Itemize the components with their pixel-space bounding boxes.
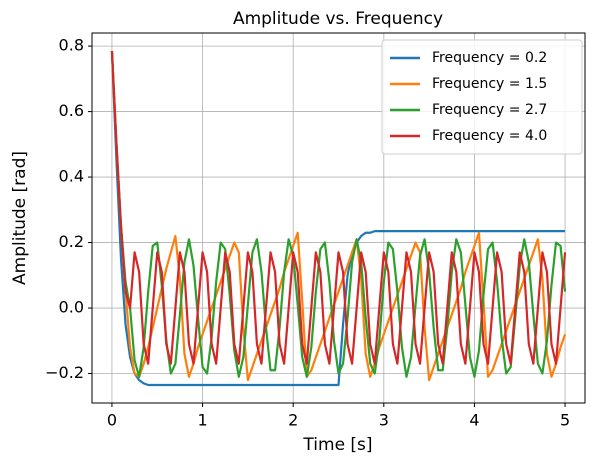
legend-label: Frequency = 1.5 bbox=[432, 76, 547, 92]
data-line bbox=[110, 50, 567, 378]
x-tick-label: 2 bbox=[288, 411, 298, 430]
data-line bbox=[110, 50, 567, 382]
y-axis-label: Amplitude [rad] bbox=[10, 151, 30, 285]
legend-box bbox=[381, 39, 583, 155]
x-axis-label: Time [s] bbox=[302, 435, 372, 455]
plot-frame bbox=[91, 32, 586, 404]
x-tick-label: 0 bbox=[107, 411, 117, 430]
y-tick-label: −0.2 bbox=[45, 363, 84, 382]
legend-label: Frequency = 0.2 bbox=[432, 50, 547, 66]
y-tick-label: 0.0 bbox=[59, 298, 84, 317]
x-tick-label: 5 bbox=[560, 411, 570, 430]
y-tick-label: 0.8 bbox=[59, 36, 84, 55]
legend-label: Frequency = 2.7 bbox=[432, 102, 547, 118]
y-tick-label: 0.6 bbox=[59, 101, 84, 120]
data-line bbox=[110, 50, 567, 365]
data-line bbox=[110, 50, 566, 387]
chart-title: Amplitude vs. Frequency bbox=[233, 9, 443, 29]
x-tick-label: 4 bbox=[469, 411, 479, 430]
y-tick-label: 0.4 bbox=[59, 167, 84, 186]
x-tick-label: 3 bbox=[379, 411, 389, 430]
x-tick-label: 1 bbox=[197, 411, 207, 430]
y-tick-label: 0.2 bbox=[59, 232, 84, 251]
legend-label: Frequency = 4.0 bbox=[432, 128, 547, 144]
